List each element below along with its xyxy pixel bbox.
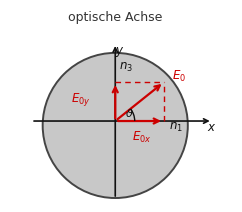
Text: optische Achse: optische Achse (68, 11, 162, 24)
Text: $n_3$: $n_3$ (119, 61, 133, 74)
Text: $y$: $y$ (115, 45, 125, 59)
Circle shape (43, 53, 188, 198)
Text: $E_0$: $E_0$ (172, 69, 186, 84)
Text: $E_{0y}$: $E_{0y}$ (71, 91, 91, 108)
Text: $\vartheta$: $\vartheta$ (125, 107, 133, 119)
Text: $x$: $x$ (207, 121, 216, 134)
Text: $E_{0x}$: $E_{0x}$ (132, 130, 151, 145)
Text: $n_1$: $n_1$ (169, 121, 183, 134)
